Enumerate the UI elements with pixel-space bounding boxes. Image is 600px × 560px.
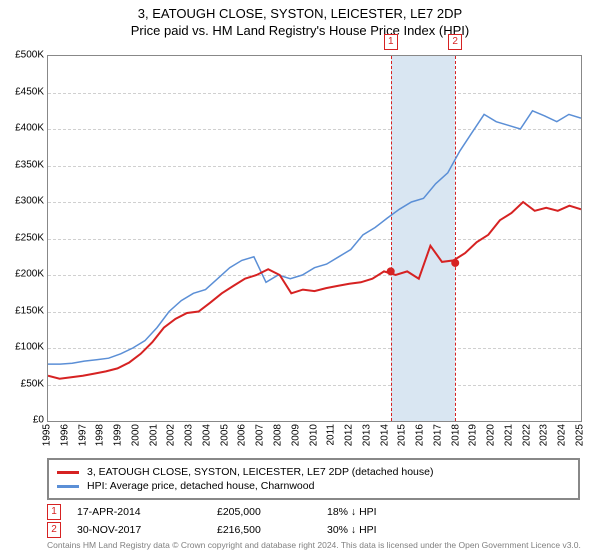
- x-axis-tick-label: 1995: [42, 424, 53, 446]
- y-axis-tick-label: £400K: [4, 123, 44, 134]
- x-axis-tick-label: 2025: [575, 424, 586, 446]
- sale-marker-number: 2: [47, 522, 61, 538]
- legend-label: HPI: Average price, detached house, Char…: [87, 480, 314, 492]
- x-axis-tick-label: 2019: [468, 424, 479, 446]
- sale-marker-number: 1: [47, 504, 61, 520]
- x-axis-tick-label: 1998: [95, 424, 106, 446]
- sale-diff: 18% ↓ HPI: [327, 506, 580, 518]
- y-axis-tick-label: £250K: [4, 232, 44, 243]
- x-axis-tick-label: 2002: [166, 424, 177, 446]
- sale-price: £216,500: [217, 524, 327, 536]
- y-axis-tick-label: £100K: [4, 342, 44, 353]
- legend: 3, EATOUGH CLOSE, SYSTON, LEICESTER, LE7…: [47, 458, 580, 500]
- y-axis-tick-label: £200K: [4, 269, 44, 280]
- y-axis-tick-label: £300K: [4, 196, 44, 207]
- legend-row: 3, EATOUGH CLOSE, SYSTON, LEICESTER, LE7…: [57, 465, 570, 479]
- sale-row: 1 17-APR-2014 £205,000 18% ↓ HPI: [47, 503, 580, 521]
- y-axis-tick-label: £350K: [4, 159, 44, 170]
- x-axis-tick-label: 2015: [397, 424, 408, 446]
- x-axis-tick-label: 2014: [379, 424, 390, 446]
- x-axis-tick-label: 1997: [77, 424, 88, 446]
- sale-date: 17-APR-2014: [77, 506, 217, 518]
- y-axis-tick-label: £500K: [4, 50, 44, 61]
- x-axis-tick-label: 2001: [148, 424, 159, 446]
- sale-marker-flag: 1: [384, 34, 398, 50]
- x-axis-tick-label: 2023: [539, 424, 550, 446]
- x-axis-tick-label: 2020: [486, 424, 497, 446]
- x-axis-tick-label: 2013: [361, 424, 372, 446]
- x-axis-tick-label: 2016: [415, 424, 426, 446]
- x-axis-tick-label: 2008: [272, 424, 283, 446]
- x-axis-tick-label: 2006: [237, 424, 248, 446]
- x-axis-tick-label: 2018: [450, 424, 461, 446]
- x-axis-tick-label: 2021: [503, 424, 514, 446]
- y-axis-tick-label: £450K: [4, 86, 44, 97]
- x-axis-tick-label: 1999: [113, 424, 124, 446]
- x-axis-tick-label: 2010: [308, 424, 319, 446]
- legend-swatch: [57, 485, 79, 488]
- x-axis-tick-label: 2011: [326, 424, 337, 446]
- x-axis-tick-label: 2017: [432, 424, 443, 446]
- legend-swatch: [57, 471, 79, 474]
- x-axis-tick-label: 2009: [290, 424, 301, 446]
- x-axis-tick-label: 2000: [130, 424, 141, 446]
- sale-marker-flag: 2: [448, 34, 462, 50]
- attribution-text: Contains HM Land Registry data © Crown c…: [47, 541, 581, 550]
- y-axis-tick-label: £150K: [4, 305, 44, 316]
- chart-title: 3, EATOUGH CLOSE, SYSTON, LEICESTER, LE7…: [0, 0, 600, 40]
- sales-table: 1 17-APR-2014 £205,000 18% ↓ HPI 2 30-NO…: [47, 503, 580, 539]
- x-axis-tick-label: 2007: [255, 424, 266, 446]
- title-line2: Price paid vs. HM Land Registry's House …: [0, 23, 600, 40]
- x-axis-tick-label: 2004: [201, 424, 212, 446]
- x-axis-tick-label: 2024: [557, 424, 568, 446]
- x-axis-tick-label: 1996: [59, 424, 70, 446]
- sale-row: 2 30-NOV-2017 £216,500 30% ↓ HPI: [47, 521, 580, 539]
- sale-point: [451, 259, 459, 267]
- sale-point: [387, 267, 395, 275]
- x-axis-tick-label: 2003: [184, 424, 195, 446]
- sale-date: 30-NOV-2017: [77, 524, 217, 536]
- x-axis-tick-label: 2005: [219, 424, 230, 446]
- series-line-property: [48, 202, 581, 379]
- chart-series-svg: [48, 56, 581, 421]
- y-axis-tick-label: £0: [4, 415, 44, 426]
- y-axis-tick-label: £50K: [4, 378, 44, 389]
- sale-diff: 30% ↓ HPI: [327, 524, 580, 536]
- x-axis-tick-label: 2012: [344, 424, 355, 446]
- series-line-hpi: [48, 111, 581, 364]
- legend-row: HPI: Average price, detached house, Char…: [57, 479, 570, 493]
- chart-plot-area: 12: [47, 55, 582, 422]
- sale-price: £205,000: [217, 506, 327, 518]
- x-axis-tick-label: 2022: [521, 424, 532, 446]
- title-line1: 3, EATOUGH CLOSE, SYSTON, LEICESTER, LE7…: [0, 6, 600, 23]
- legend-label: 3, EATOUGH CLOSE, SYSTON, LEICESTER, LE7…: [87, 466, 433, 478]
